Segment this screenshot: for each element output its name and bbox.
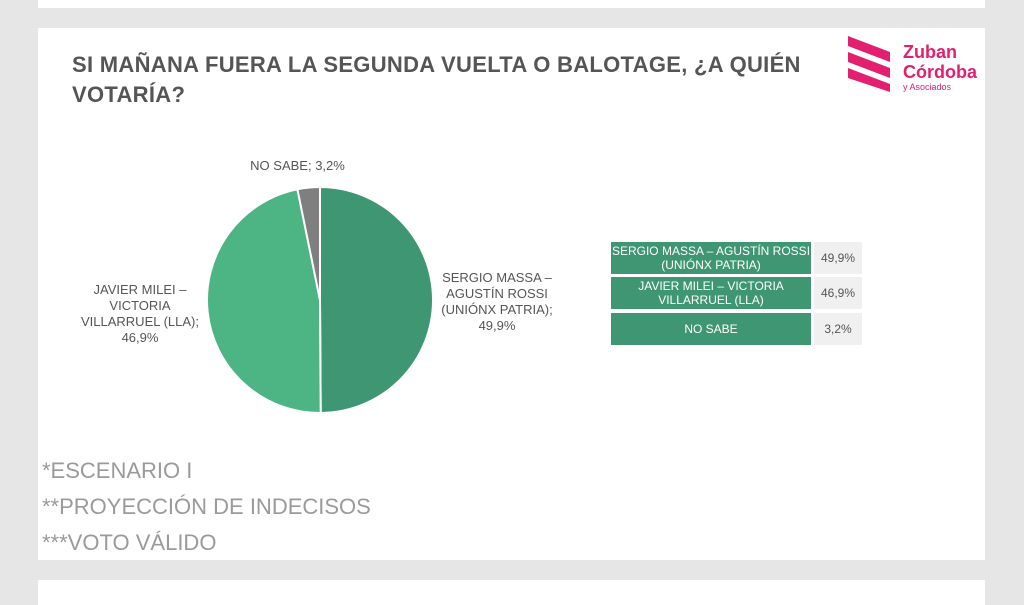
footnote: **PROYECCIÓN DE INDECISOS — [42, 494, 371, 519]
logo-text: Zuban Córdoba y Asociados — [903, 42, 977, 93]
pie-slice — [296, 185, 321, 301]
table-name: NO SABE — [611, 313, 811, 345]
logo-line: Córdoba — [903, 62, 977, 82]
prev-card — [38, 0, 985, 8]
table-name: JAVIER MILEI – VICTORIA VILLARRUEL (LLA) — [611, 277, 811, 309]
table-value: 46,9% — [814, 277, 862, 309]
table-value: 3,2% — [814, 313, 862, 345]
slice-label: NO SABE; 3,2% — [250, 158, 345, 173]
table-name: SERGIO MASSA – AGUSTÍN ROSSI (UNIÓNX PAT… — [611, 242, 811, 274]
table-value: 49,9% — [814, 242, 862, 274]
pie-slice — [206, 188, 322, 414]
pie-slice — [319, 185, 434, 415]
footnote: ***VOTO VÁLIDO — [42, 530, 217, 555]
footnote: *ESCENARIO I — [42, 458, 193, 483]
slice-label: JAVIER MILEI – VICTORIA VILLARRUEL (LLA)… — [80, 282, 199, 345]
logo-line: Zuban — [903, 42, 957, 62]
logo-sub: y Asociados — [903, 82, 952, 92]
chart-title: SI MAÑANA FUERA LA SEGUNDA VUELTA O BALO… — [72, 52, 801, 107]
next-card — [38, 580, 985, 605]
slice-label: SERGIO MASSA – AGUSTÍN ROSSI (UNIÓNX PAT… — [441, 270, 553, 333]
logo-icon — [848, 36, 890, 92]
